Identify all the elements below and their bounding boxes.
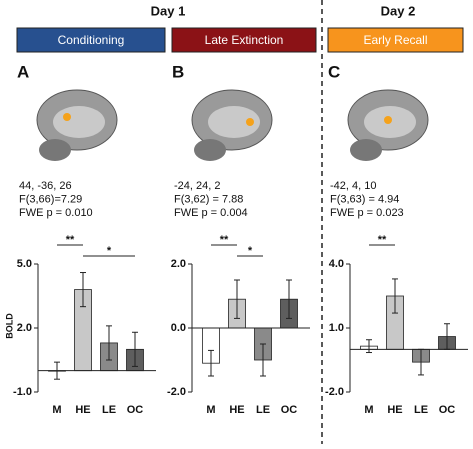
x-tick-label: OC	[439, 404, 456, 416]
condition-label: Early Recall	[363, 33, 427, 47]
y-axis-label: BOLD	[4, 313, 14, 339]
day-label: Day 2	[381, 3, 416, 18]
activation	[384, 116, 392, 124]
stat-annotation: 44, -36, 26	[19, 180, 72, 192]
stat-annotation: F(3,62) = 7.88	[174, 193, 243, 205]
condition-label: Conditioning	[58, 33, 125, 47]
stat-annotation: -24, 24, 2	[174, 180, 220, 192]
cerebellum	[350, 139, 382, 161]
stat-annotation: FWE p = 0.023	[330, 207, 404, 219]
stat-annotation: F(3,66)=7.29	[19, 193, 82, 205]
condition-box	[171, 27, 317, 53]
x-tick-label: HE	[387, 404, 402, 416]
y-tick-label: 2.0	[171, 258, 186, 270]
y-tick-label: -1.0	[13, 386, 32, 398]
significance-label: **	[66, 234, 75, 246]
x-tick-label: OC	[281, 404, 298, 416]
y-tick-label: 5.0	[17, 258, 32, 270]
stat-annotation: -42, 4, 10	[330, 180, 376, 192]
x-tick-label: OC	[127, 404, 144, 416]
stat-annotation: FWE p = 0.004	[174, 207, 248, 219]
brain-inner	[208, 106, 260, 138]
significance-label: **	[220, 234, 229, 246]
x-tick-label: LE	[256, 404, 270, 416]
y-tick-label: 4.0	[329, 258, 344, 270]
cerebellum	[39, 139, 71, 161]
x-tick-label: LE	[414, 404, 428, 416]
x-tick-label: LE	[102, 404, 116, 416]
x-tick-label: M	[52, 404, 61, 416]
y-tick-label: 1.0	[329, 322, 344, 334]
activation	[246, 118, 254, 126]
significance-label: *	[248, 245, 253, 257]
panel-letter: B	[172, 62, 184, 81]
condition-box	[327, 27, 464, 53]
y-tick-label: 0.0	[171, 322, 186, 334]
x-tick-label: M	[206, 404, 215, 416]
stat-annotation: F(3,63) = 4.94	[330, 193, 399, 205]
y-tick-label: -2.0	[325, 386, 344, 398]
y-tick-label: -2.0	[167, 386, 186, 398]
cerebellum	[194, 139, 226, 161]
x-tick-label: M	[364, 404, 373, 416]
x-tick-label: HE	[75, 404, 90, 416]
day-label: Day 1	[151, 3, 186, 18]
significance-label: *	[107, 245, 112, 257]
condition-box	[16, 27, 166, 53]
panel-letter: A	[17, 62, 29, 81]
x-tick-label: HE	[229, 404, 244, 416]
panel-letter: C	[328, 62, 340, 81]
y-tick-label: 2.0	[17, 322, 32, 334]
activation	[63, 113, 71, 121]
stat-annotation: FWE p = 0.010	[19, 207, 93, 219]
condition-label: Late Extinction	[205, 33, 284, 47]
brain-inner	[53, 106, 105, 138]
significance-label: **	[378, 234, 387, 246]
